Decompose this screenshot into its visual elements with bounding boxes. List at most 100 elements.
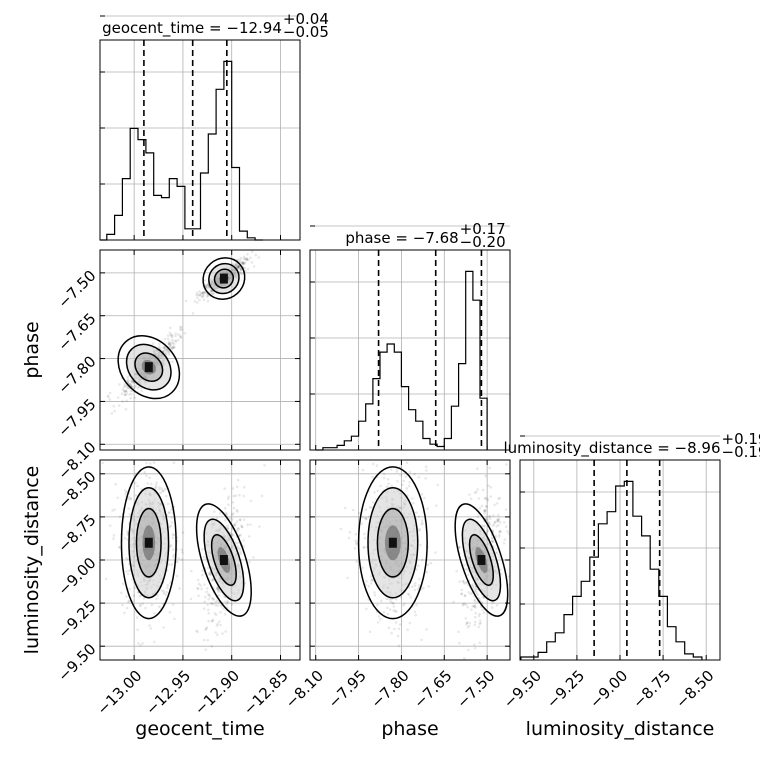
sample-point [248,561,251,564]
density-peak [219,273,228,284]
sample-point [474,606,477,609]
sample-point [177,338,180,342]
sample-point [158,488,161,491]
sample-point [191,312,195,315]
sample-point [164,593,168,596]
sample-point [396,456,399,459]
sample-point [231,534,235,537]
samples [106,250,261,415]
sample-point [171,338,174,342]
sample-point [212,598,215,601]
sample-point [196,586,199,590]
sample-point [473,643,476,646]
sample-point [202,298,206,302]
sample-point [238,548,242,551]
sample-point [178,334,182,337]
sample-point [150,603,154,607]
sample-point [495,604,499,607]
sample-point [168,331,172,335]
sample-point [130,381,134,384]
sample-point [236,258,239,262]
sample-point [354,539,357,542]
sample-point [156,594,159,597]
sample-point [211,597,215,601]
sample-point [405,461,409,465]
sample-point [497,519,500,522]
sample-point [219,610,222,614]
sample-point [491,529,495,532]
sample-point [215,517,219,520]
sample-point [233,263,236,267]
sample-point [499,529,502,533]
sample-point [118,545,121,549]
sample-point [464,567,467,571]
sample-point [413,472,416,476]
sample-point [355,541,358,544]
sample-point [148,456,151,459]
sample-point [361,516,365,519]
sample-point [233,523,236,527]
sample-point [417,476,421,479]
sample-point [390,484,394,488]
sample-point [231,262,235,266]
sample-point [152,447,155,450]
sample-point [179,328,182,332]
sample-point [172,548,175,552]
sample-point [162,592,166,595]
sample-point [201,573,204,577]
sample-point [239,550,242,554]
sample-point [425,570,429,574]
sample-point [373,594,377,597]
sample-point [395,470,399,473]
sample-point [242,539,245,542]
sample-point [210,596,214,600]
sample-point [206,294,210,298]
sample-point [417,584,421,587]
sample-point [167,351,170,355]
sample-point [213,510,216,513]
contour [117,335,181,400]
sample-point [413,610,417,614]
sample-point [148,462,152,465]
sample-point [365,580,368,583]
sample-point [489,517,492,521]
sample-point [460,588,464,592]
sample-point [422,586,425,590]
sample-point [237,266,240,270]
sample-point [214,601,217,604]
contour [210,533,237,587]
sample-point [361,566,364,569]
sample-point [457,630,460,634]
sample-point [452,600,455,604]
sample-point [231,518,234,521]
sample-point [395,610,398,613]
sample-point [126,375,129,379]
sample-point [239,268,243,272]
contour [461,518,502,602]
sample-point [416,587,420,591]
xtick-label-luminosity_distance: −9.00 [586,667,631,712]
sample-point [190,569,193,573]
sample-point [499,530,502,534]
frame-phase [309,249,511,451]
sample-point [223,613,227,616]
sample-point [159,347,162,350]
sample-point [236,529,239,532]
sample-point [464,581,468,585]
sample-point [168,525,172,529]
sample-point [207,597,210,601]
sample-point [125,393,128,396]
xlabel-phase: phase [381,718,438,740]
sample-point [165,351,168,355]
sample-point [104,577,108,581]
sample-point [481,596,485,599]
sample-point [205,295,209,298]
contour [367,487,419,599]
sample-point [107,395,110,399]
sample-point [210,645,214,648]
sample-point [499,572,503,576]
sample-point [471,605,475,608]
sample-point [127,495,131,499]
sample-point [169,333,173,336]
title-lower-luminosity_distance: −0.19 [722,443,760,461]
